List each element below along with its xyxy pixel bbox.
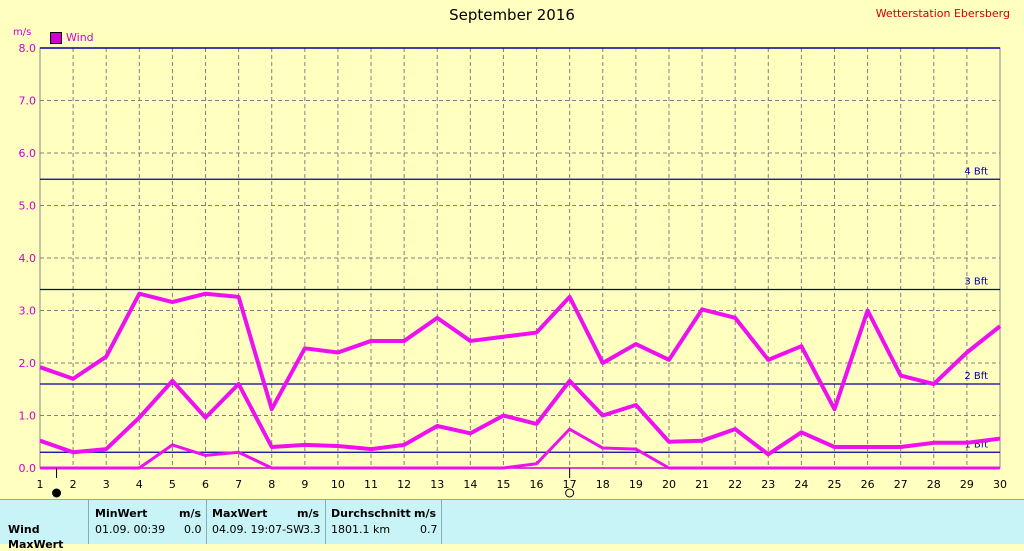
x-tick-label: 5 — [169, 478, 176, 491]
x-tick-label: 13 — [430, 478, 444, 491]
divider — [325, 500, 326, 544]
wind-series-line — [39, 378, 1001, 457]
y-tick-label: 1.0 — [19, 410, 37, 423]
x-tick-label: 12 — [397, 478, 411, 491]
x-tick-label: 7 — [235, 478, 242, 491]
x-tick-label: 16 — [530, 478, 544, 491]
legend: Wind — [50, 31, 94, 44]
y-tick-label: 5.0 — [19, 200, 37, 213]
beaufort-label: 1 Bft — [964, 439, 988, 450]
divider — [206, 500, 207, 544]
x-tick-label: 18 — [596, 478, 610, 491]
x-tick-label: 21 — [695, 478, 709, 491]
x-tick-label: 3 — [103, 478, 110, 491]
wind-chart: 0.01.02.03.04.05.06.07.08.01 2 3 4 5 6 7 8 9 10 11… — [19, 42, 1007, 498]
wind-series-line — [40, 427, 1000, 470]
x-tick-label: 24 — [794, 478, 808, 491]
x-tick-label: 19 — [629, 478, 643, 491]
y-tick-label: 7.0 — [19, 95, 37, 108]
min-unit: m/s — [179, 507, 202, 520]
wind-series-line — [39, 291, 1002, 412]
y-axis-unit: m/s — [13, 27, 32, 38]
x-tick-label: 28 — [927, 478, 941, 491]
max-header: MaxWert — [212, 507, 268, 520]
chart-title: September 2016 — [449, 6, 575, 24]
x-tick-label: 20 — [662, 478, 676, 491]
x-tick-label: 1 — [37, 478, 44, 491]
x-tick-label: 2 — [70, 478, 77, 491]
beaufort-label: 4 Bft — [964, 166, 988, 177]
x-tick-label: 17 — [563, 478, 577, 491]
x-tick-label: 10 — [331, 478, 345, 491]
x-tick-label: 4 — [136, 478, 143, 491]
full-moon-icon — [52, 488, 62, 498]
avg-distance: 1801.1 km — [331, 523, 391, 536]
x-tick-label: 11 — [364, 478, 378, 491]
max-time: 04.09. 19:07-SW — [212, 523, 305, 536]
y-tick-label: 4.0 — [19, 252, 37, 265]
x-tick-label: 6 — [202, 478, 209, 491]
x-tick-label: 29 — [960, 478, 974, 491]
x-tick-label: 23 — [761, 478, 775, 491]
min-time: 01.09. 00:39 — [95, 523, 166, 536]
station-name: Wetterstation Ebersberg — [875, 7, 1010, 20]
divider — [441, 500, 442, 544]
x-tick-label: 14 — [463, 478, 477, 491]
legend-swatch — [50, 31, 62, 44]
legend-label: Wind — [66, 31, 94, 44]
x-tick-label: 22 — [728, 478, 742, 491]
new-moon-icon — [565, 488, 575, 498]
y-tick-label: 3.0 — [19, 305, 37, 318]
x-tick-label: 9 — [301, 478, 308, 491]
x-tick-label: 25 — [827, 478, 841, 491]
max-value: 3.3 — [303, 523, 321, 536]
avg-unit: m/s — [414, 507, 437, 520]
row-label: Wind — [8, 523, 40, 536]
beaufort-label: 3 Bft — [964, 277, 988, 288]
divider — [88, 500, 89, 544]
max-unit: m/s — [297, 507, 320, 520]
x-tick-label: 27 — [894, 478, 908, 491]
x-tick-label: 26 — [861, 478, 875, 491]
min-value: 0.0 — [184, 523, 202, 536]
statistics-panel: MinWert m/s MaxWert m/s Durchschnitt m/s… — [0, 499, 1024, 551]
beaufort-label: 2 Bft — [964, 371, 988, 382]
min-header: MinWert — [95, 507, 148, 520]
x-tick-label: 30 — [993, 478, 1007, 491]
x-tick-label: 8 — [268, 478, 275, 491]
y-tick-label: 2.0 — [19, 357, 37, 370]
x-tick-label: 15 — [496, 478, 510, 491]
row2-label: MaxWert — [8, 538, 64, 551]
y-tick-label: 8.0 — [19, 42, 37, 55]
y-tick-label: 6.0 — [19, 147, 37, 160]
avg-header: Durchschnitt — [331, 507, 411, 520]
avg-value: 0.7 — [420, 523, 438, 536]
y-tick-label: 0.0 — [19, 462, 37, 475]
